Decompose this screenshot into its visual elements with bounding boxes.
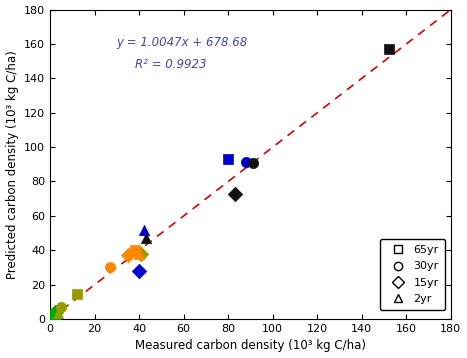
Point bbox=[51, 313, 58, 319]
Point bbox=[242, 159, 250, 165]
Point bbox=[142, 235, 149, 241]
Point bbox=[140, 227, 148, 232]
Point bbox=[131, 247, 138, 253]
Point bbox=[138, 251, 145, 257]
Point bbox=[249, 160, 256, 165]
Legend: 65yr, 30yr, 15yr, 2yr: 65yr, 30yr, 15yr, 2yr bbox=[380, 239, 446, 310]
Point bbox=[135, 251, 143, 257]
Point bbox=[73, 291, 80, 297]
Text: y = 1.0047x + 678.68: y = 1.0047x + 678.68 bbox=[117, 36, 248, 49]
Point bbox=[51, 309, 58, 315]
Text: R² = 0.9923: R² = 0.9923 bbox=[134, 58, 206, 71]
Y-axis label: Predicted carbon density (10³ kg C/ha): Predicted carbon density (10³ kg C/ha) bbox=[6, 50, 19, 279]
Point bbox=[54, 310, 62, 316]
X-axis label: Measured carbon density (10³ kg C/ha): Measured carbon density (10³ kg C/ha) bbox=[135, 339, 366, 352]
Point bbox=[50, 313, 57, 319]
Point bbox=[57, 304, 65, 310]
Point bbox=[124, 252, 132, 258]
Point bbox=[54, 307, 62, 313]
Point bbox=[135, 268, 143, 274]
Point bbox=[106, 265, 114, 270]
Point bbox=[385, 46, 392, 52]
Point bbox=[231, 191, 239, 197]
Point bbox=[225, 156, 232, 162]
